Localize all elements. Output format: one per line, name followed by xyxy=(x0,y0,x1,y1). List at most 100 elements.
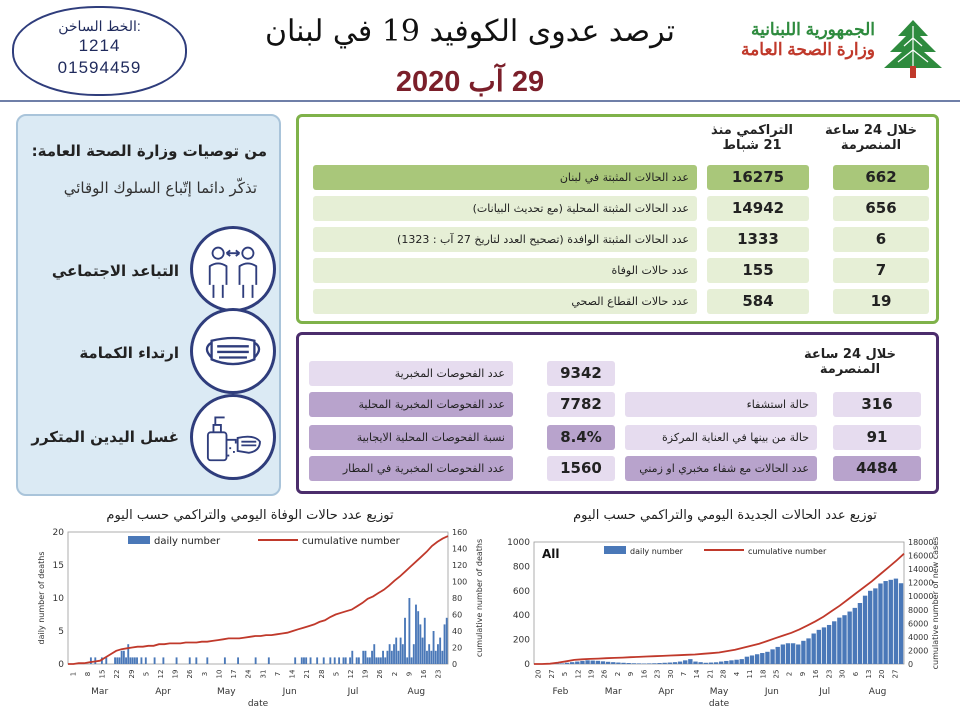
day-tick-label: 31 xyxy=(259,670,267,679)
daily-bar xyxy=(408,598,411,664)
day-tick-label: 26 xyxy=(601,669,609,678)
daily-bar xyxy=(131,657,134,664)
daily-bar xyxy=(366,657,369,664)
icu-label: حالة من بينها في العناية المركزة xyxy=(625,425,817,450)
day-tick-label: 9 xyxy=(627,672,635,676)
daily-bar xyxy=(439,637,442,664)
y-tick-label: 1000 xyxy=(507,538,530,548)
day-tick-label: 24 xyxy=(245,669,253,678)
month-label: Mar xyxy=(91,687,108,697)
day-tick-label: 23 xyxy=(435,670,443,679)
daily-bar xyxy=(195,657,198,664)
day-tick-label: 23 xyxy=(654,670,662,679)
day-tick-label: 9 xyxy=(405,672,413,676)
y2-tick-label: 16000 xyxy=(908,552,933,561)
local-tests-label: عدد الفحوصات المخبرية المحلية xyxy=(309,392,513,417)
cases-row-label: عدد الحالات المثبتة الوافدة (تصحيح العدد… xyxy=(313,227,697,252)
day-tick-label: 29 xyxy=(128,670,136,679)
daily-bar xyxy=(616,662,621,664)
rec-social-distancing-label: التباعد الاجتماعي xyxy=(51,262,179,280)
chart-annotation: All xyxy=(542,547,560,561)
daily-bar xyxy=(349,657,352,664)
tests-value: 9342 xyxy=(547,361,615,386)
day-tick-label: 16 xyxy=(640,669,648,678)
daily-bar xyxy=(693,661,698,664)
daily-bar xyxy=(796,644,801,664)
cases-row-daily: 19 xyxy=(833,289,929,314)
daily-bar xyxy=(898,583,904,664)
daily-bar xyxy=(729,660,734,664)
day-tick-label: 14 xyxy=(289,669,297,678)
daily-bar xyxy=(333,657,336,664)
ministry-name: الجمهورية اللبنانية وزارة الصحة العامة xyxy=(705,20,875,60)
daily-bar xyxy=(390,650,393,664)
x-axis-label: date xyxy=(248,699,269,709)
daily-bar xyxy=(564,662,570,664)
daily-bar xyxy=(883,581,888,664)
daily-bar xyxy=(105,657,108,664)
cases-row-daily: 662 xyxy=(833,165,929,190)
daily-bar xyxy=(388,644,391,664)
y2-axis-label: cumulative number of new cases xyxy=(931,537,940,670)
daily-bar xyxy=(116,657,119,664)
daily-bar xyxy=(626,663,631,664)
daily-bar xyxy=(357,657,360,664)
day-tick-label: 12 xyxy=(157,670,165,679)
y2-tick-label: 8000 xyxy=(908,606,928,615)
y2-tick-label: 60 xyxy=(452,611,462,620)
daily-bar xyxy=(719,661,724,664)
daily-bar xyxy=(621,662,626,664)
month-label: Apr xyxy=(658,687,674,697)
month-label: Jun xyxy=(282,687,297,697)
month-label: Jul xyxy=(818,687,830,697)
daily-bar xyxy=(667,662,672,664)
daily-bar xyxy=(441,650,444,664)
daily-bar xyxy=(364,650,367,664)
day-tick-label: 7 xyxy=(680,672,688,676)
daily-bar xyxy=(842,615,847,664)
month-label: May xyxy=(217,687,236,697)
daily-bar xyxy=(342,657,345,664)
recommendations-subtitle: تذكّر دائما إتّباع السلوك الوقائي xyxy=(63,179,257,197)
daily-bar xyxy=(303,657,305,664)
y-tick-label: 600 xyxy=(513,587,530,597)
daily-bar xyxy=(837,617,842,664)
cases-row-label: عدد حالات القطاع الصحي xyxy=(313,289,697,314)
daily-bar xyxy=(611,662,616,664)
y2-axis-label: cumulative number of deaths xyxy=(475,539,484,657)
day-tick-label: 15 xyxy=(99,670,107,679)
month-label: Mar xyxy=(605,687,622,697)
hospitalized-value: 316 xyxy=(833,392,921,417)
legend-daily-label: daily number xyxy=(630,547,684,556)
local-tests-value: 7782 xyxy=(547,392,615,417)
daily-bar xyxy=(559,663,565,664)
day-tick-label: 19 xyxy=(587,670,595,679)
legend-daily-label: daily number xyxy=(154,536,221,547)
daily-bar xyxy=(605,661,611,664)
daily-bar xyxy=(395,637,398,664)
daily-bar xyxy=(873,588,878,664)
legend-cumulative-label: cumulative number xyxy=(302,536,401,547)
cases-header-cumulative: التراكمي منذ 21 شباط xyxy=(710,123,793,153)
day-tick-label: 30 xyxy=(667,670,675,679)
daily-bar xyxy=(770,649,775,664)
cumulative-line xyxy=(68,535,449,665)
day-tick-label: 11 xyxy=(746,670,754,679)
cases-chart: 0200400600800100002000400060008000100001… xyxy=(507,537,940,709)
daily-bar xyxy=(683,660,688,664)
y2-tick-label: 4000 xyxy=(908,633,928,642)
daily-bar xyxy=(153,657,156,664)
cases-row: عدد حالات القطاع الصحي 584 19 xyxy=(313,289,929,314)
y-tick-label: 800 xyxy=(513,562,530,572)
daily-bar xyxy=(432,631,435,664)
day-tick-label: 1 xyxy=(69,672,77,676)
last24-title: خلال 24 ساعة المنصرمة xyxy=(803,347,897,377)
y2-tick-label: 0 xyxy=(908,660,913,669)
daily-bar xyxy=(445,617,448,664)
daily-bar xyxy=(775,646,780,664)
hotline-label: الخط الساخن: xyxy=(58,18,141,34)
cumulative-line xyxy=(534,553,905,665)
daily-bar xyxy=(590,660,595,664)
y-tick-label: 5 xyxy=(58,627,64,637)
daily-bar xyxy=(816,629,822,664)
